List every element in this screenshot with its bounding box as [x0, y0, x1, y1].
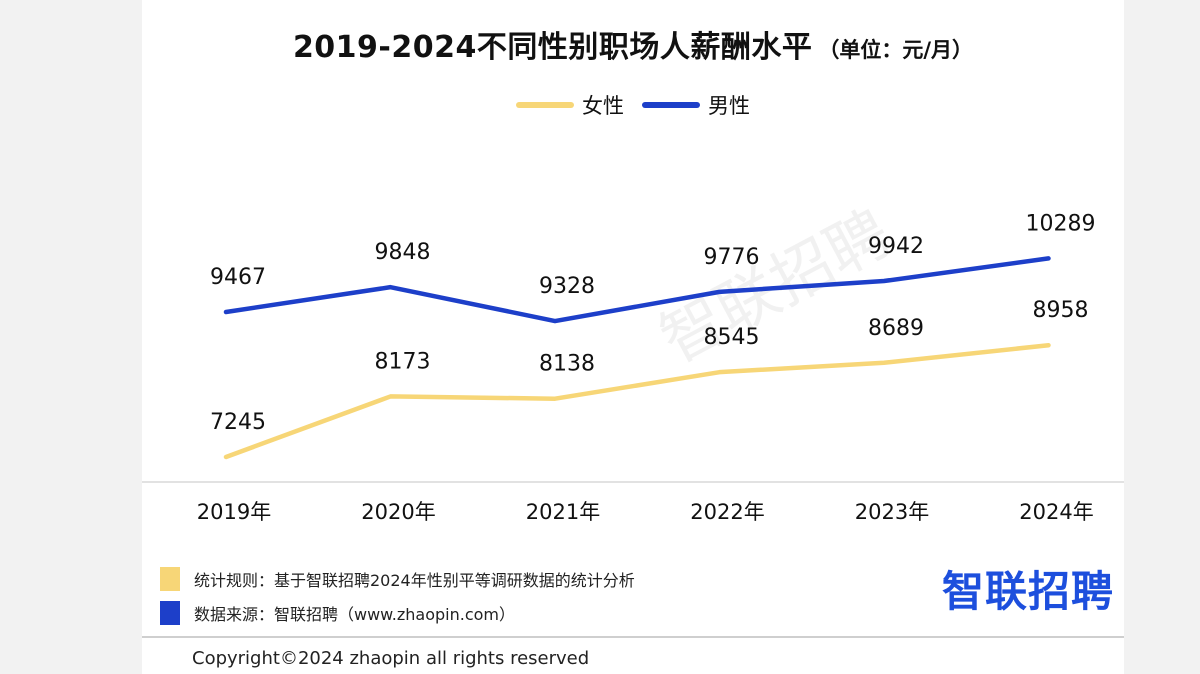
- data-label-male: 9942: [868, 234, 924, 259]
- data-label-female: 8545: [704, 325, 760, 350]
- salary-line-chart: 2019年 2020年 2021年 2022年 2023年 2024年 7245 8173 81…: [142, 211, 1124, 524]
- chart-title-unit: （单位：元/月）: [818, 38, 974, 62]
- footer-divider: [142, 636, 1124, 638]
- note-rule-text: 统计规则：基于智联招聘2024年性别平等调研数据的统计分析: [194, 571, 635, 590]
- legend-item-female: 女性: [516, 90, 624, 120]
- chart-title-main: 2019-2024不同性别职场人薪酬水平: [292, 30, 813, 65]
- data-label-female: 8958: [1033, 298, 1089, 323]
- x-tick-label: 2019年: [197, 500, 271, 524]
- data-label-female: 7245: [210, 410, 266, 435]
- data-label-female: 8689: [868, 316, 924, 341]
- data-label-male: 10289: [1026, 211, 1096, 236]
- note-rule: 统计规则：基于智联招聘2024年性别平等调研数据的统计分析: [160, 562, 635, 596]
- data-label-female: 8173: [375, 349, 431, 374]
- series-line-male: [223, 256, 1051, 324]
- x-tick-label: 2023年: [855, 500, 929, 524]
- x-tick-label: 2022年: [690, 500, 764, 524]
- legend-label-female: 女性: [582, 94, 624, 118]
- data-label-male: 9848: [375, 240, 431, 265]
- copyright-text: Copyright©2024 zhaopin all rights reserv…: [192, 648, 590, 669]
- data-label-male: 9776: [704, 245, 760, 270]
- data-label-male: 9467: [210, 265, 266, 290]
- series-line-female: [223, 342, 1051, 460]
- chart-title: 2019-2024不同性别职场人薪酬水平 （单位：元/月）: [142, 22, 1124, 66]
- data-label-male: 9328: [539, 274, 595, 299]
- note-source: 数据来源：智联招聘（www.zhaopin.com）: [160, 596, 635, 630]
- note-rule-swatch: [160, 567, 180, 591]
- note-source-swatch: [160, 601, 180, 625]
- legend-label-male: 男性: [708, 94, 750, 118]
- chart-notes: 统计规则：基于智联招聘2024年性别平等调研数据的统计分析 数据来源：智联招聘（…: [160, 562, 635, 630]
- x-tick-label: 2024年: [1019, 500, 1093, 524]
- report-card: 2019-2024不同性别职场人薪酬水平 （单位：元/月） 女性 男性 智联招聘 …: [142, 0, 1124, 674]
- brand-logo: 智联招聘: [941, 567, 1114, 616]
- x-tick-label: 2021年: [526, 500, 600, 524]
- note-source-text: 数据来源：智联招聘（www.zhaopin.com）: [194, 605, 516, 624]
- chart-legend: 女性 男性: [142, 90, 1124, 120]
- legend-swatch-female: [516, 102, 574, 108]
- legend-item-male: 男性: [642, 90, 750, 120]
- x-tick-label: 2020年: [361, 500, 435, 524]
- legend-swatch-male: [642, 102, 700, 108]
- data-label-female: 8138: [539, 352, 595, 377]
